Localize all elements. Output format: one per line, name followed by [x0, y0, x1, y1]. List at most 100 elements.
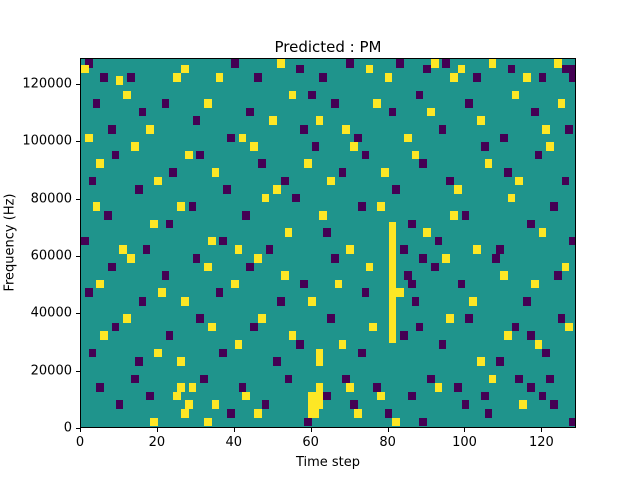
heatmap-cell [284, 228, 293, 237]
x-axis-label: Time step [295, 455, 361, 470]
y-tick-mark [76, 198, 80, 200]
heatmap-cell [369, 322, 378, 332]
heatmap-cell [388, 299, 397, 309]
heatmap-cell [484, 408, 493, 418]
heatmap-cell [138, 297, 147, 306]
heatmap-cell [350, 400, 358, 409]
y-tick-label: 20000 [30, 363, 72, 379]
heatmap-cell [438, 124, 447, 134]
heatmap-cell [380, 167, 389, 177]
heatmap-cell [427, 374, 435, 384]
heatmap-cell [96, 383, 105, 392]
heatmap-cell [388, 265, 397, 275]
heatmap-cell [207, 322, 216, 332]
heatmap-cell [107, 262, 116, 272]
heatmap-cell [315, 348, 324, 358]
heatmap-cell [127, 73, 135, 82]
heatmap-cell [511, 322, 520, 332]
heatmap-cell [500, 133, 508, 143]
heatmap-cell [234, 340, 243, 349]
heatmap-cell [411, 297, 420, 306]
heatmap-cell [81, 236, 89, 246]
heatmap-cell [442, 254, 451, 263]
heatmap-cell [230, 279, 239, 289]
heatmap-cell [515, 374, 524, 384]
heatmap-cell [177, 202, 185, 211]
heatmap-cell [211, 167, 220, 177]
heatmap-cell [307, 297, 316, 306]
heatmap-cell [196, 150, 205, 160]
heatmap-cell [319, 73, 328, 82]
heatmap-cell [388, 222, 397, 232]
heatmap-cell [334, 279, 343, 289]
heatmap-cell [365, 262, 374, 272]
x-tick-label: 0 [75, 435, 85, 450]
y-tick-label: 60000 [30, 248, 72, 264]
heatmap-cell [530, 279, 539, 289]
heatmap-cell [338, 167, 347, 177]
heatmap-cell [434, 236, 443, 246]
heatmap-cell [311, 408, 320, 418]
heatmap-cell [342, 124, 351, 134]
heatmap-cell [177, 383, 185, 392]
heatmap-cell [115, 400, 124, 409]
heatmap-cell [365, 64, 374, 74]
heatmap-cell [134, 357, 143, 366]
heatmap-cell [407, 279, 416, 289]
heatmap-cell [565, 322, 574, 332]
heatmap-cell [373, 383, 381, 392]
heatmap-cell [353, 133, 362, 143]
heatmap-cell [204, 262, 212, 272]
x-tick-mark [387, 428, 389, 432]
y-tick-mark [76, 141, 80, 143]
heatmap-cell [503, 331, 512, 341]
heatmap-cell [92, 99, 101, 108]
heatmap-cell [496, 357, 504, 366]
heatmap-cell [296, 340, 304, 349]
heatmap-cell [273, 185, 281, 194]
heatmap-cell [127, 254, 135, 263]
heatmap-cell [204, 99, 212, 108]
heatmap-cell [442, 59, 451, 68]
y-tick-mark [76, 255, 80, 257]
heatmap-cell [430, 262, 439, 272]
heatmap-cell [111, 322, 120, 332]
heatmap-cell [446, 176, 454, 186]
heatmap-cell [419, 159, 428, 168]
heatmap-cell [353, 408, 362, 418]
y-axis-label: Frequency (Hz) [2, 193, 18, 292]
heatmap-cell [315, 400, 324, 409]
heatmap-cell [250, 322, 258, 332]
heatmap-cell [280, 271, 289, 280]
heatmap-cell [388, 291, 397, 300]
heatmap-cell [307, 90, 316, 100]
heatmap-cell [169, 167, 178, 177]
heatmap-cell [173, 73, 181, 82]
heatmap-cell [234, 245, 243, 255]
heatmap-cell [357, 348, 366, 358]
heatmap-cell [119, 245, 128, 255]
heatmap-cell [288, 90, 297, 100]
heatmap-cell [423, 228, 431, 237]
heatmap-cell [511, 90, 520, 100]
heatmap-cell [423, 64, 431, 74]
heatmap-cell [373, 99, 381, 108]
heatmap-cell [461, 211, 470, 220]
heatmap-cell [530, 107, 539, 117]
heatmap-cell [361, 150, 370, 160]
heatmap-cell [88, 176, 97, 186]
heatmap-cell [542, 124, 551, 134]
heatmap-cell [123, 314, 131, 323]
heatmap-cell [138, 107, 147, 117]
heatmap-cell [84, 59, 93, 68]
heatmap-cell [503, 167, 512, 177]
heatmap-cell [473, 245, 481, 255]
heatmap-cell [265, 245, 274, 255]
heatmap-cell [292, 193, 301, 203]
heatmap-cell [357, 202, 366, 211]
heatmap-cell [527, 331, 535, 341]
heatmap-cell [553, 271, 562, 280]
heatmap-cell [523, 297, 531, 306]
heatmap-cell [180, 408, 189, 418]
heatmap-cell [257, 314, 266, 323]
